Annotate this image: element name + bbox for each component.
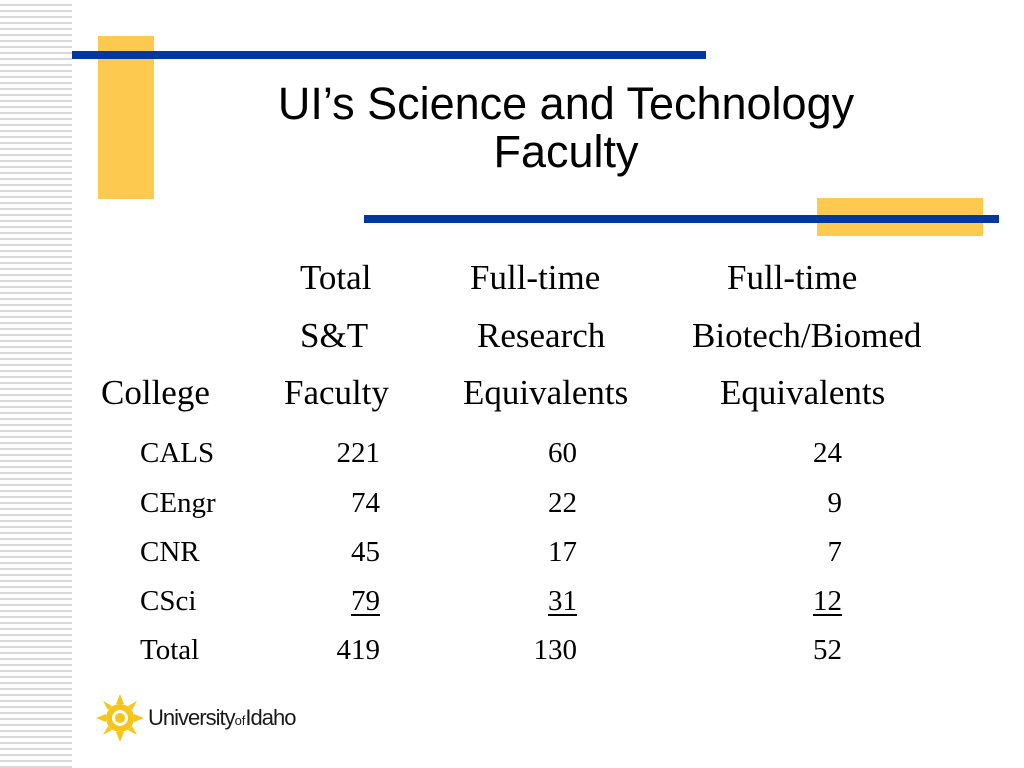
accent-blue-bar-top <box>72 51 706 59</box>
row-csci-research: 31 <box>548 585 577 617</box>
row-cals-biotech: 24 <box>813 437 842 469</box>
row-cals-college: CALS <box>140 437 215 469</box>
row-cengr-research: 22 <box>548 487 577 519</box>
row-cengr-total: 74 <box>351 487 380 519</box>
accent-yellow-block-left <box>98 36 154 199</box>
header-col2-line1: Full-time <box>470 258 601 297</box>
header-col1-line1: Total <box>300 258 372 297</box>
header-col3-line1: Full-time <box>727 258 858 297</box>
decorative-stripes <box>0 0 72 768</box>
logo-word-of: of <box>234 713 246 728</box>
row-cnr-college: CNR <box>140 536 200 568</box>
university-logo: UniversityofIdaho <box>94 690 344 746</box>
header-col1-line2: S&T <box>300 316 369 355</box>
row-cengr-biotech: 9 <box>827 487 843 519</box>
row-csci-biotech: 12 <box>813 585 842 617</box>
header-col2-line3: Equivalents <box>463 373 629 412</box>
header-col3-line3: Equivalents <box>720 373 886 412</box>
logo-wordmark: UniversityofIdaho <box>148 705 296 731</box>
row-cengr-college: CEngr <box>140 487 216 519</box>
logo-word-idaho: Idaho <box>245 705 296 730</box>
slide-title: UI’s Science and Technology Faculty <box>200 80 932 176</box>
header-col2-line2: Research <box>477 316 606 355</box>
logo-word-university: University <box>148 705 236 730</box>
accent-blue-bar-bottom <box>364 215 999 223</box>
header-col1-line3: Faculty <box>284 373 389 412</box>
row-total-biotech: 52 <box>813 634 842 666</box>
row-total-total: 419 <box>336 634 381 666</box>
row-cnr-biotech: 7 <box>827 536 843 568</box>
slide-title-line2: Faculty <box>493 126 639 177</box>
row-total-college: Total <box>140 634 200 666</box>
row-cals-total: 221 <box>336 437 381 469</box>
row-csci-college: CSci <box>140 585 197 617</box>
row-cnr-total: 45 <box>351 536 380 568</box>
row-total-research: 130 <box>533 634 578 666</box>
row-cnr-research: 17 <box>548 536 577 568</box>
header-col3-line2: Biotech/Biomed <box>692 316 922 355</box>
sun-seal-icon <box>96 694 144 742</box>
row-csci-total: 79 <box>351 585 380 617</box>
slide-title-line1: UI’s Science and Technology <box>277 78 855 129</box>
header-college: College <box>101 373 210 412</box>
row-cals-research: 60 <box>548 437 577 469</box>
